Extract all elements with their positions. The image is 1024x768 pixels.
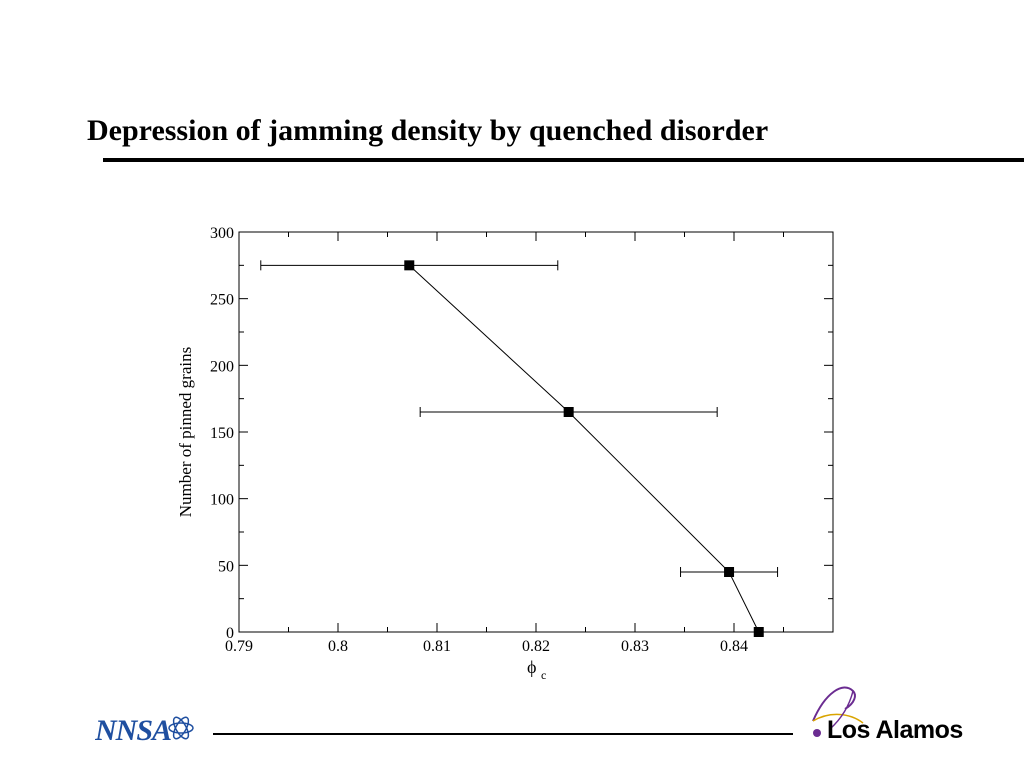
y-axis-label: Number of pinned grains	[176, 347, 195, 517]
x-tick-label: 0.8	[328, 638, 348, 655]
x-tick-label: 0.81	[423, 638, 451, 655]
y-tick-label: 300	[210, 225, 234, 242]
title-divider	[103, 158, 1024, 162]
axis-ticks: 0.79 0.8 0.81 0.82 0.83 0.84 0 50 100 150 200 250 30…	[210, 225, 833, 655]
x-tick-label: 0.84	[720, 638, 748, 655]
data-point	[563, 407, 574, 417]
plot-frame	[238, 231, 834, 633]
los-alamos-logo	[812, 686, 864, 737]
slide-title: Depression of jamming density by quenche…	[87, 114, 769, 147]
data-markers	[404, 260, 764, 637]
x-tick-label: 0.79	[225, 638, 253, 655]
axis-labels: Number of pinned grains ϕ c	[176, 347, 546, 682]
plot-border	[238, 231, 834, 633]
data-point	[753, 627, 764, 637]
svg-text:NNSA: NNSA	[95, 714, 171, 747]
x-tick-label: 0.82	[522, 638, 550, 655]
x-axis-label-sub: c	[541, 668, 546, 682]
y-tick-label: 50	[218, 558, 234, 575]
data-point	[404, 260, 415, 271]
footer-divider	[213, 733, 793, 735]
y-tick-label: 200	[210, 358, 234, 375]
data-line	[408, 264, 760, 633]
nnsa-logo: NNSA	[95, 714, 194, 747]
x-axis-label-main: ϕ	[527, 657, 536, 677]
x-tick-label: 0.83	[621, 638, 649, 655]
series-line	[408, 264, 760, 633]
x-axis-label: ϕ c	[527, 657, 546, 682]
y-tick-label: 100	[210, 492, 234, 509]
y-tick-label: 150	[210, 425, 234, 442]
los-alamos-wordmark: Los Alamos	[827, 716, 963, 744]
y-tick-label: 0	[226, 625, 234, 642]
data-point	[724, 567, 735, 577]
error-bars	[260, 260, 779, 577]
y-tick-label: 250	[210, 292, 234, 309]
